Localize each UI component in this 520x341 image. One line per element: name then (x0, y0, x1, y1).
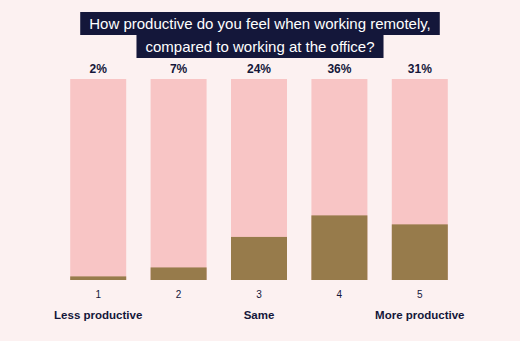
bar-track (311, 79, 367, 280)
annotation: Same (244, 309, 275, 321)
tick-label: 4 (337, 289, 343, 300)
data-label: 2% (90, 62, 108, 76)
tick-label: 3 (256, 289, 262, 300)
bar (311, 215, 367, 280)
bar-track (151, 79, 207, 280)
title: How productive do you feel when working … (89, 15, 431, 32)
tick-label: 1 (95, 289, 101, 300)
bar-track (231, 79, 287, 280)
bar (70, 276, 126, 280)
bar-track (392, 79, 448, 280)
data-label: 24% (247, 62, 271, 76)
bars (70, 79, 448, 280)
bar (151, 267, 207, 280)
data-label: 7% (170, 62, 188, 76)
title-group: How productive do you feel when working … (80, 12, 440, 58)
tick-label: 2 (176, 289, 182, 300)
background (0, 0, 520, 341)
bar (392, 224, 448, 280)
title-box (136, 35, 383, 58)
annotation: More productive (375, 309, 464, 321)
data-label: 31% (408, 62, 432, 76)
chart: How productive do you feel when working … (0, 0, 520, 341)
bar (231, 237, 287, 280)
bar-track (70, 79, 126, 280)
labels: 2% 7% 24% 36% 31% 1 2 3 4 5 Less productive Same Mor… (54, 62, 464, 321)
title: compared to working at the office? (145, 38, 374, 55)
title-box (80, 12, 440, 35)
annotation: Less productive (54, 309, 142, 321)
data-label: 36% (327, 62, 351, 76)
tick-label: 5 (417, 289, 423, 300)
